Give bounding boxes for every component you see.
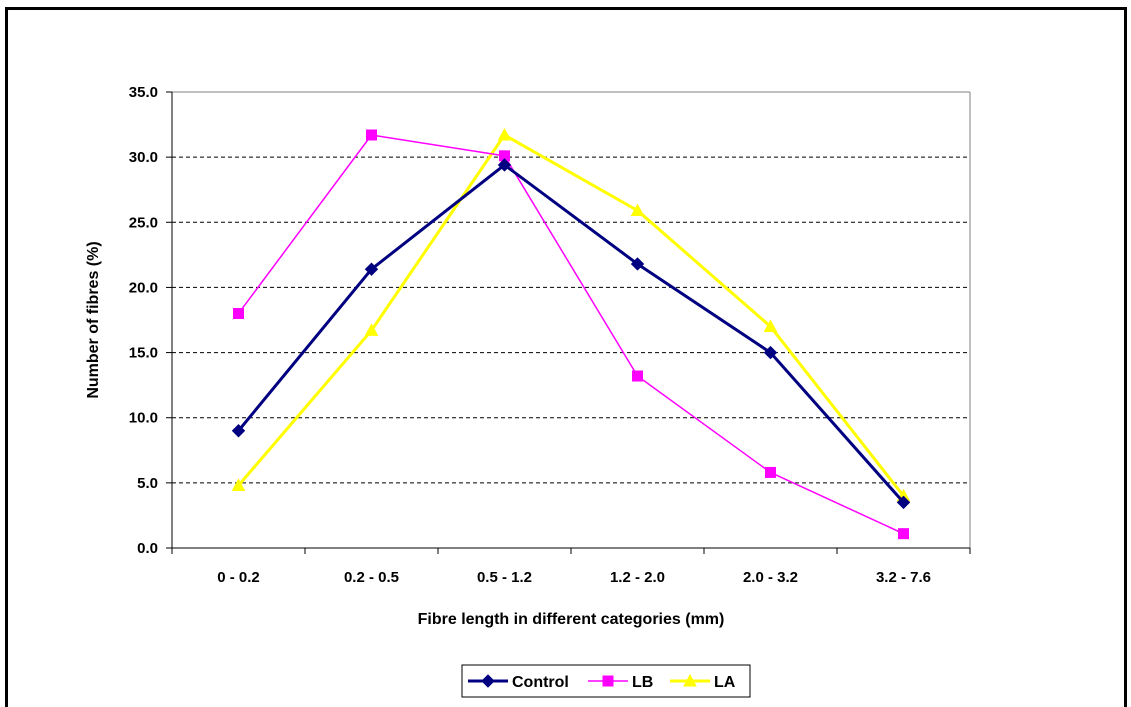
data-point-la	[763, 319, 778, 333]
data-point-la	[231, 478, 246, 491]
data-point-lb	[632, 370, 643, 382]
x-axis-title: Fibre length in different categories (mm…	[418, 611, 725, 628]
legend-label: LB	[632, 674, 653, 691]
legend-marker	[683, 673, 697, 687]
chart-frame	[5, 7, 1127, 707]
legend-label: Control	[512, 674, 569, 691]
data-point-lb	[765, 466, 776, 478]
y-tick-labels: 0.0 5.0 10.0 15.0 20.0 25.0 30.0 35.0	[129, 84, 158, 557]
legend-item-control: Control	[468, 674, 569, 691]
series-line-lb	[237, 134, 904, 535]
data-point-lb	[233, 307, 244, 319]
y-tick-label: 30.0	[129, 149, 158, 166]
y-tick-label: 5.0	[137, 475, 158, 492]
data-point-la	[364, 323, 379, 336]
y-axis-title: Number of fibres (%)	[85, 241, 102, 398]
x-tick-label: 1.2 - 2.0	[610, 569, 665, 586]
series-la	[231, 127, 911, 502]
data-point-control	[763, 345, 778, 360]
data-point-control	[630, 257, 645, 271]
data-point-control	[896, 495, 911, 510]
data-point-la	[497, 127, 512, 141]
legend-item-la: LA	[670, 673, 736, 691]
data-point-control	[231, 424, 246, 438]
y-tick-label: 25.0	[129, 214, 158, 231]
series-line-la	[237, 133, 905, 497]
legend-label: LA	[714, 674, 736, 691]
legend: Control LB LA	[461, 664, 751, 698]
legend-item-lb: LB	[588, 674, 653, 691]
legend-marker	[481, 674, 495, 688]
series-lb	[233, 129, 909, 540]
series-control	[231, 158, 911, 510]
x-tick-label: 3.2 - 7.6	[876, 569, 931, 586]
x-tick-label: 0.2 - 0.5	[344, 569, 399, 586]
x-tick-label: 0 - 0.2	[217, 569, 260, 586]
data-point-lb	[366, 129, 377, 141]
y-tick-label: 20.0	[129, 279, 158, 296]
x-tick-labels: 0 - 0.2 0.2 - 0.5 0.5 - 1.2 1.2 - 2.0 2.0 - …	[217, 569, 931, 586]
data-point-control	[497, 158, 512, 172]
data-point-lb	[898, 528, 909, 540]
data-point-la	[630, 203, 645, 217]
series-lines	[231, 127, 911, 540]
data-point-control	[364, 262, 379, 276]
gridlines	[172, 156, 970, 484]
y-tick-label: 10.0	[129, 410, 158, 427]
y-tick-label: 15.0	[129, 345, 158, 362]
legend-marker	[602, 675, 614, 687]
x-tick-label: 2.0 - 3.2	[743, 569, 798, 586]
series-line-control	[237, 163, 905, 504]
y-tick-label: 0.0	[137, 540, 158, 557]
y-tick-label: 35.0	[129, 84, 158, 101]
axes	[166, 91, 971, 554]
x-tick-label: 0.5 - 1.2	[477, 569, 532, 586]
